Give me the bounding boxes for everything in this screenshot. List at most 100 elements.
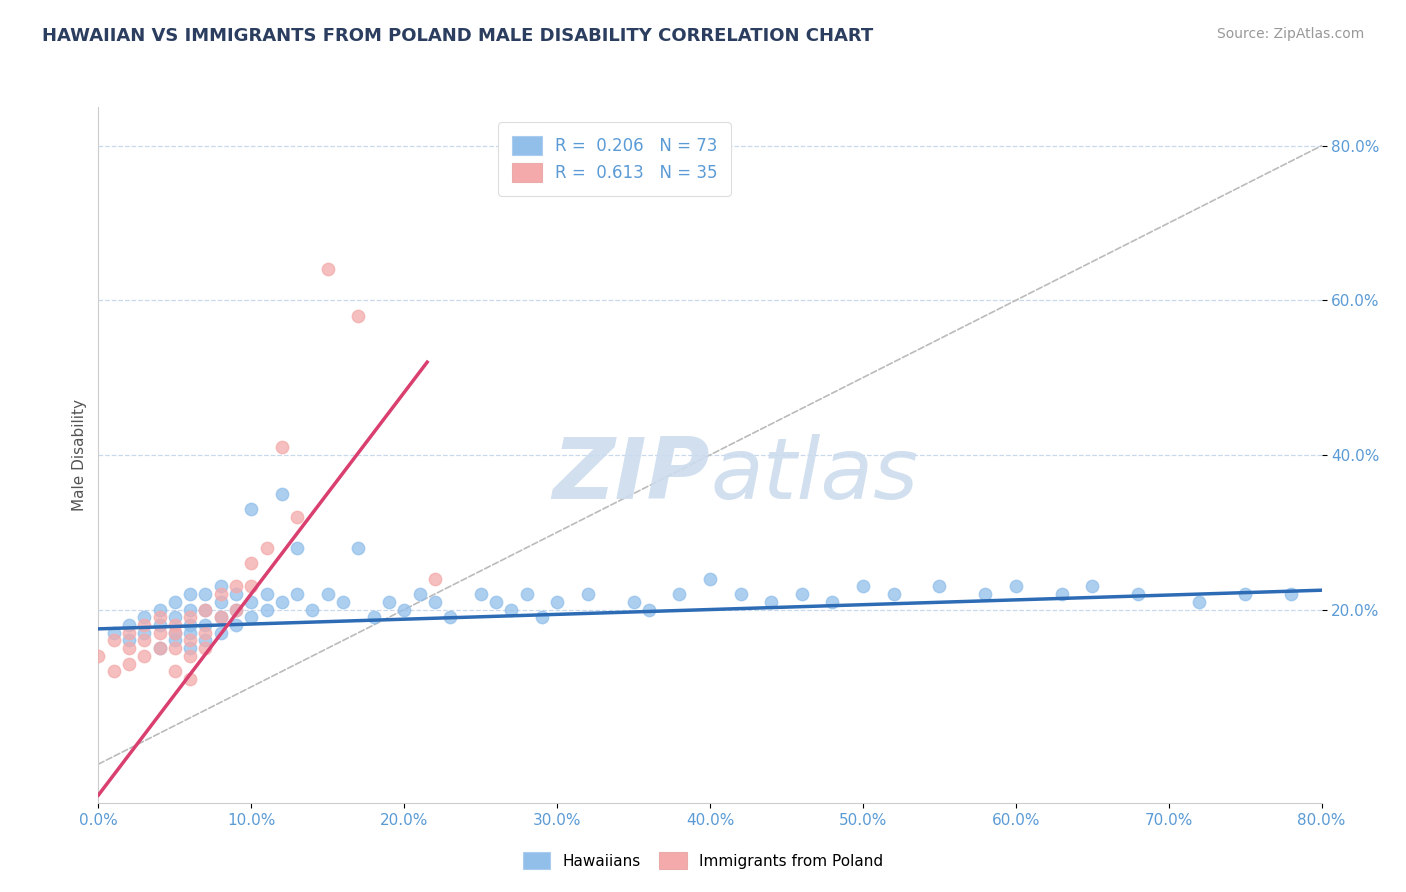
Point [134, 625, 156, 640]
Point [209, 610, 232, 624]
Point [270, 486, 292, 500]
Point [149, 641, 172, 656]
Point [347, 309, 370, 323]
Point [408, 587, 430, 601]
Point [149, 602, 172, 616]
Point [1050, 587, 1073, 601]
Legend: Hawaiians, Immigrants from Poland: Hawaiians, Immigrants from Poland [517, 846, 889, 875]
Point [179, 602, 201, 616]
Point [270, 440, 292, 454]
Point [883, 587, 905, 601]
Point [623, 595, 645, 609]
Point [225, 579, 247, 593]
Point [1279, 587, 1302, 601]
Point [134, 633, 156, 648]
Point [225, 587, 247, 601]
Point [163, 641, 186, 656]
Point [225, 602, 247, 616]
Point [194, 618, 217, 632]
Point [209, 625, 232, 640]
Point [179, 633, 201, 648]
Point [285, 541, 308, 555]
Point [194, 602, 217, 616]
Point [134, 618, 156, 632]
Text: atlas: atlas [710, 434, 918, 517]
Point [163, 625, 186, 640]
Point [285, 587, 308, 601]
Point [118, 633, 141, 648]
Point [332, 595, 354, 609]
Point [240, 502, 263, 516]
Point [790, 587, 813, 601]
Point [209, 610, 232, 624]
Point [423, 595, 446, 609]
Point [485, 595, 508, 609]
Point [179, 648, 201, 663]
Point [501, 602, 523, 616]
Point [103, 633, 125, 648]
Point [225, 602, 247, 616]
Point [256, 541, 278, 555]
Point [316, 587, 339, 601]
Point [852, 579, 875, 593]
Text: ZIP: ZIP [553, 434, 710, 517]
Text: Source: ZipAtlas.com: Source: ZipAtlas.com [1216, 27, 1364, 41]
Point [546, 595, 568, 609]
Point [316, 262, 339, 277]
Point [668, 587, 690, 601]
Point [240, 610, 263, 624]
Point [821, 595, 844, 609]
Point [209, 587, 232, 601]
Point [347, 541, 370, 555]
Point [194, 633, 217, 648]
Point [194, 641, 217, 656]
Point [163, 633, 186, 648]
Point [163, 610, 186, 624]
Point [225, 618, 247, 632]
Point [163, 618, 186, 632]
Point [209, 595, 232, 609]
Legend: R =  0.206   N = 73, R =  0.613   N = 35: R = 0.206 N = 73, R = 0.613 N = 35 [498, 122, 731, 196]
Point [470, 587, 492, 601]
Point [730, 587, 752, 601]
Point [256, 587, 278, 601]
Point [1234, 587, 1257, 601]
Point [163, 595, 186, 609]
Point [363, 610, 385, 624]
Point [209, 579, 232, 593]
Point [699, 572, 721, 586]
Text: HAWAIIAN VS IMMIGRANTS FROM POLAND MALE DISABILITY CORRELATION CHART: HAWAIIAN VS IMMIGRANTS FROM POLAND MALE … [42, 27, 873, 45]
Point [149, 625, 172, 640]
Point [240, 595, 263, 609]
Point [179, 618, 201, 632]
Point [1004, 579, 1026, 593]
Point [179, 610, 201, 624]
Point [134, 648, 156, 663]
Point [134, 610, 156, 624]
Point [163, 665, 186, 679]
Point [240, 579, 263, 593]
Point [103, 625, 125, 640]
Point [118, 657, 141, 671]
Point [392, 602, 416, 616]
Point [118, 641, 141, 656]
Point [974, 587, 997, 601]
Point [285, 509, 308, 524]
Point [179, 625, 201, 640]
Point [256, 602, 278, 616]
Point [530, 610, 553, 624]
Point [149, 610, 172, 624]
Point [423, 572, 446, 586]
Point [103, 665, 125, 679]
Point [576, 587, 599, 601]
Point [194, 625, 217, 640]
Point [439, 610, 461, 624]
Point [301, 602, 323, 616]
Point [516, 587, 538, 601]
Point [179, 587, 201, 601]
Point [118, 618, 141, 632]
Point [928, 579, 950, 593]
Point [637, 602, 661, 616]
Point [270, 595, 292, 609]
Point [194, 602, 217, 616]
